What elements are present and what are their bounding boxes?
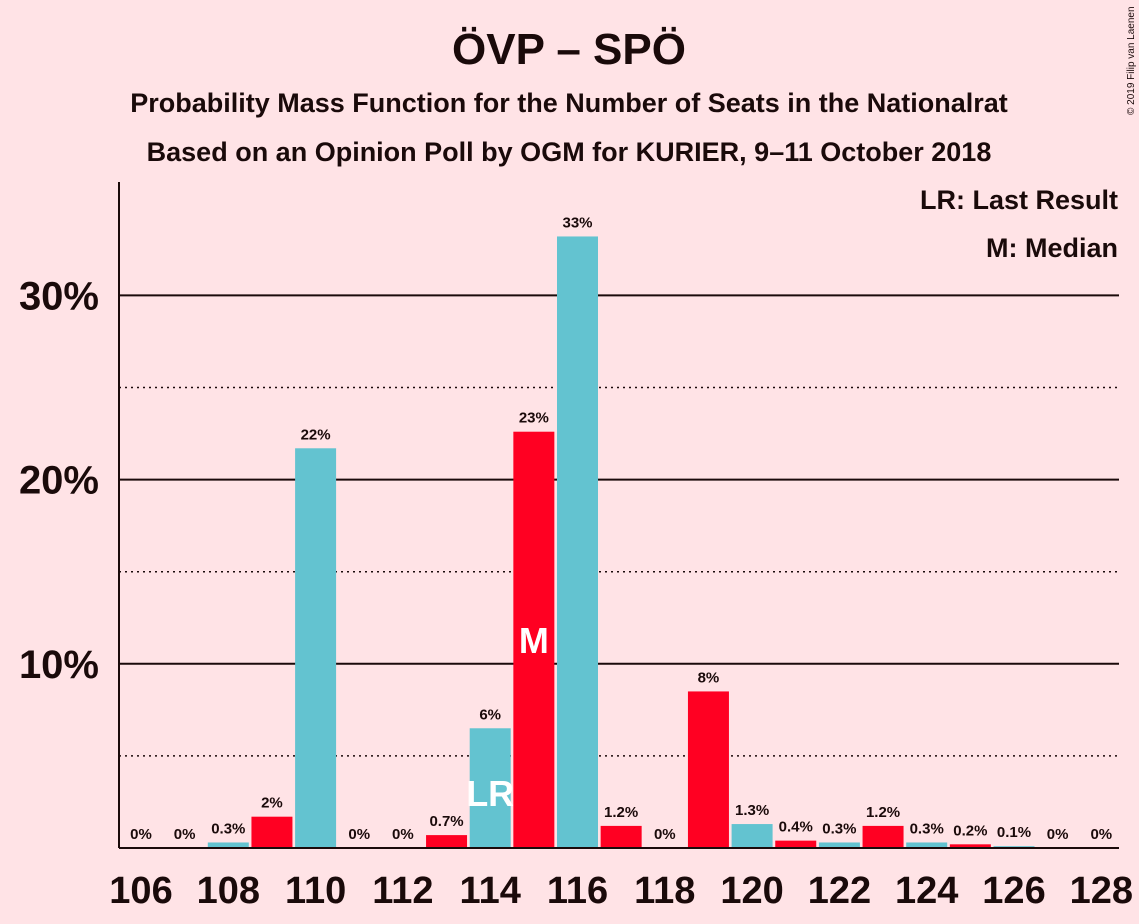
legend-median: M: Median: [986, 233, 1118, 263]
x-tick-label: 108: [197, 870, 260, 912]
x-tick-label: 126: [982, 870, 1045, 912]
last-result-marker: LR: [466, 773, 514, 814]
bars: 0% 0% 0.3% 2% 22% 0% 0% 0.7% 6% LR 23% M 33% 1.2% 0% 8%…: [130, 214, 1112, 848]
copyright-note: © 2019 Filip van Laenen: [1126, 6, 1137, 115]
y-tick-label: 30%: [19, 274, 99, 318]
x-tick-label: 112: [372, 870, 433, 912]
legend-last-result: LR: Last Result: [920, 185, 1118, 215]
data-label: 22%: [301, 426, 331, 443]
bar: [600, 825, 642, 848]
x-tick-label: 116: [547, 870, 608, 912]
x-tick-label: 122: [808, 870, 871, 912]
bar: [513, 431, 555, 848]
data-label: 0.3%: [211, 820, 245, 837]
bar: [557, 236, 598, 848]
data-label: 0.3%: [910, 820, 944, 837]
bar: [251, 816, 293, 848]
data-label: 33%: [562, 214, 592, 231]
data-label: 0%: [392, 826, 414, 843]
data-label: 0.3%: [822, 820, 856, 837]
data-label: 1.3%: [735, 802, 769, 819]
axes: 106 108 110 112 114 116 118 120 122 124 126 128: [109, 182, 1133, 912]
bar: [207, 842, 249, 848]
data-label: 0%: [1090, 826, 1112, 843]
gridlines: 10% 20% 30%: [19, 274, 1119, 757]
bar: [295, 448, 337, 848]
x-tick-label: 118: [634, 870, 695, 912]
data-label: 6%: [479, 706, 501, 723]
x-tick-label: 124: [895, 870, 958, 912]
median-marker: M: [519, 620, 549, 661]
bar: [775, 840, 817, 848]
bar: [469, 728, 511, 848]
x-tick-label: 114: [460, 870, 521, 912]
x-tick-label: 128: [1070, 870, 1133, 912]
bar: [687, 691, 729, 848]
bar: [818, 842, 860, 848]
bar: [949, 844, 991, 848]
data-label: 0%: [174, 826, 196, 843]
data-label: 0%: [1047, 826, 1069, 843]
data-label: 8%: [698, 669, 720, 686]
data-label: 0%: [130, 826, 152, 843]
x-tick-label: 110: [285, 870, 346, 912]
data-label: 1.2%: [866, 804, 900, 821]
data-label: 0%: [348, 826, 370, 843]
data-label: 2%: [261, 795, 283, 812]
data-label: 0.2%: [953, 822, 987, 839]
bar: [731, 824, 773, 848]
y-tick-label: 20%: [19, 459, 99, 503]
data-label: 1.2%: [604, 804, 638, 821]
chart-title: ÖVP – SPÖ: [452, 25, 686, 74]
bar: [426, 835, 468, 848]
bar: [862, 825, 904, 848]
chart-source-line: Based on an Opinion Poll by OGM for KURI…: [147, 137, 992, 167]
data-label: 0.7%: [429, 813, 463, 830]
data-label: 0%: [654, 826, 676, 843]
y-tick-label: 10%: [19, 643, 99, 687]
x-tick-label: 120: [720, 870, 783, 912]
data-label: 0.4%: [779, 819, 813, 836]
data-label: 0.1%: [997, 824, 1031, 841]
chart-subtitle: Probability Mass Function for the Number…: [130, 88, 1008, 118]
data-label: 23%: [519, 410, 549, 427]
x-tick-label: 106: [109, 870, 172, 912]
bar: [906, 842, 948, 848]
